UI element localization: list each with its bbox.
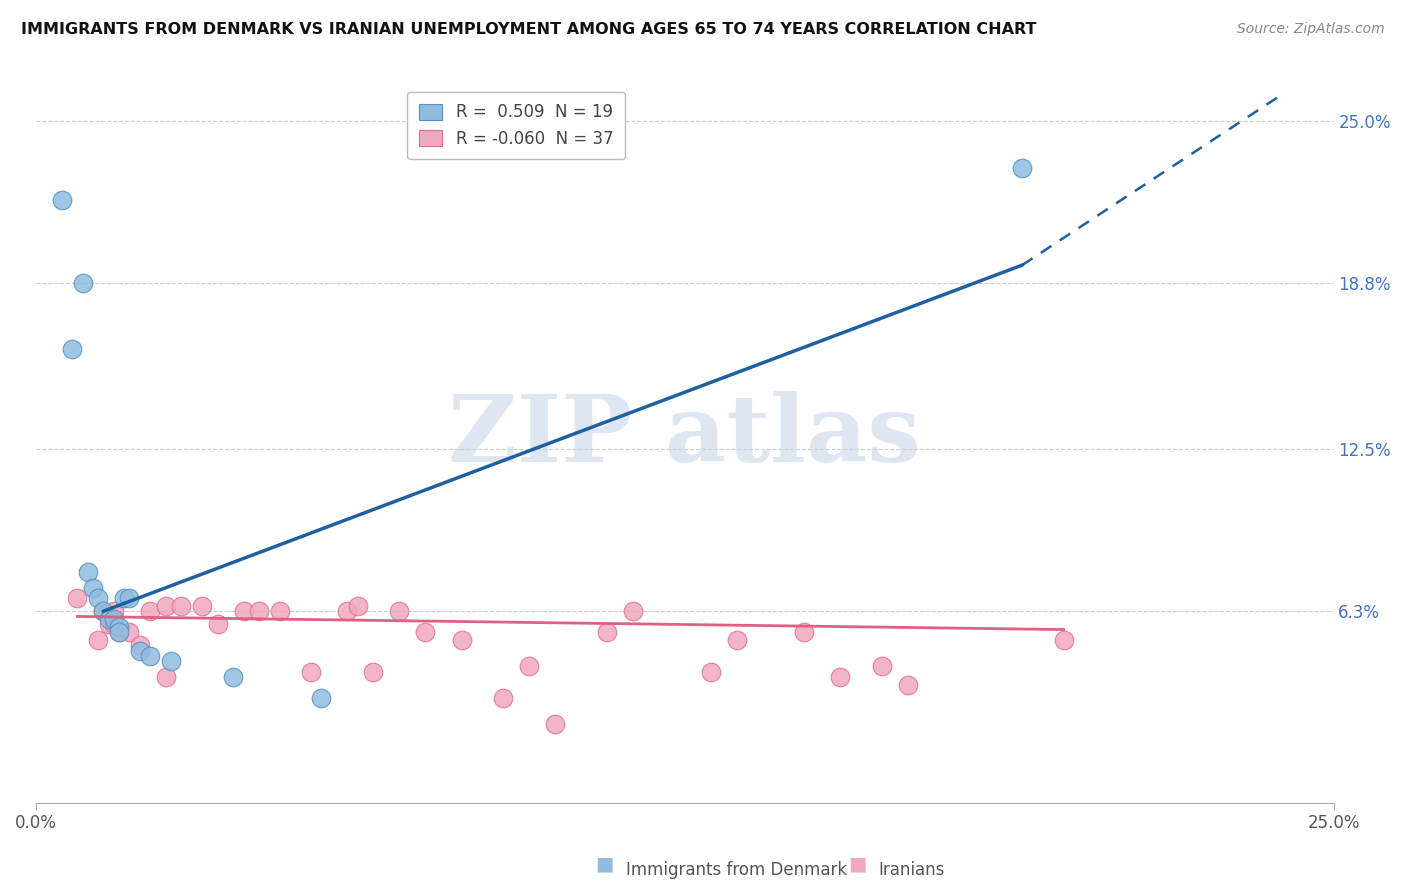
Point	[103, 617, 125, 632]
Point	[897, 678, 920, 692]
Point	[191, 599, 214, 613]
Point	[139, 648, 162, 663]
Text: ■: ■	[595, 855, 614, 873]
Point	[118, 591, 141, 606]
Point	[93, 604, 115, 618]
Point	[621, 604, 644, 618]
Point	[118, 625, 141, 640]
Point	[870, 659, 893, 673]
Point	[450, 633, 472, 648]
Point	[170, 599, 193, 613]
Point	[222, 670, 245, 684]
Point	[830, 670, 852, 684]
Point	[232, 604, 254, 618]
Point	[725, 633, 748, 648]
Point	[87, 633, 110, 648]
Point	[492, 690, 515, 705]
Point	[247, 604, 270, 618]
Point	[363, 665, 385, 679]
Point	[60, 342, 83, 356]
Point	[311, 690, 333, 705]
Point	[544, 717, 567, 731]
Point	[207, 617, 229, 632]
Legend: R =  0.509  N = 19, R = -0.060  N = 37: R = 0.509 N = 19, R = -0.060 N = 37	[408, 92, 624, 159]
Point	[269, 604, 291, 618]
Point	[517, 659, 540, 673]
Point	[388, 604, 411, 618]
Point	[793, 625, 815, 640]
Point	[108, 625, 131, 640]
Point	[1052, 633, 1074, 648]
Point	[66, 591, 89, 606]
Text: IMMIGRANTS FROM DENMARK VS IRANIAN UNEMPLOYMENT AMONG AGES 65 TO 74 YEARS CORREL: IMMIGRANTS FROM DENMARK VS IRANIAN UNEMP…	[21, 22, 1036, 37]
Point	[155, 599, 177, 613]
Point	[103, 612, 125, 626]
Point	[336, 604, 359, 618]
Point	[97, 612, 120, 626]
Point	[103, 604, 125, 618]
Point	[51, 193, 73, 207]
Text: Immigrants from Denmark: Immigrants from Denmark	[626, 861, 846, 879]
Point	[87, 591, 110, 606]
Point	[413, 625, 436, 640]
Point	[72, 277, 94, 291]
Point	[128, 638, 150, 652]
Point	[112, 591, 135, 606]
Point	[699, 665, 721, 679]
Text: Source: ZipAtlas.com: Source: ZipAtlas.com	[1237, 22, 1385, 37]
Point	[139, 604, 162, 618]
Point	[299, 665, 322, 679]
Point	[97, 617, 120, 632]
Point	[93, 604, 115, 618]
Point	[155, 670, 177, 684]
Point	[1011, 161, 1033, 176]
Text: ZIP atlas: ZIP atlas	[449, 391, 921, 481]
Point	[108, 625, 131, 640]
Point	[82, 581, 104, 595]
Text: Iranians: Iranians	[879, 861, 945, 879]
Point	[128, 643, 150, 657]
Point	[160, 654, 183, 668]
Point	[76, 565, 98, 579]
Text: ■: ■	[848, 855, 868, 873]
Point	[596, 625, 619, 640]
Point	[346, 599, 368, 613]
Point	[108, 620, 131, 634]
